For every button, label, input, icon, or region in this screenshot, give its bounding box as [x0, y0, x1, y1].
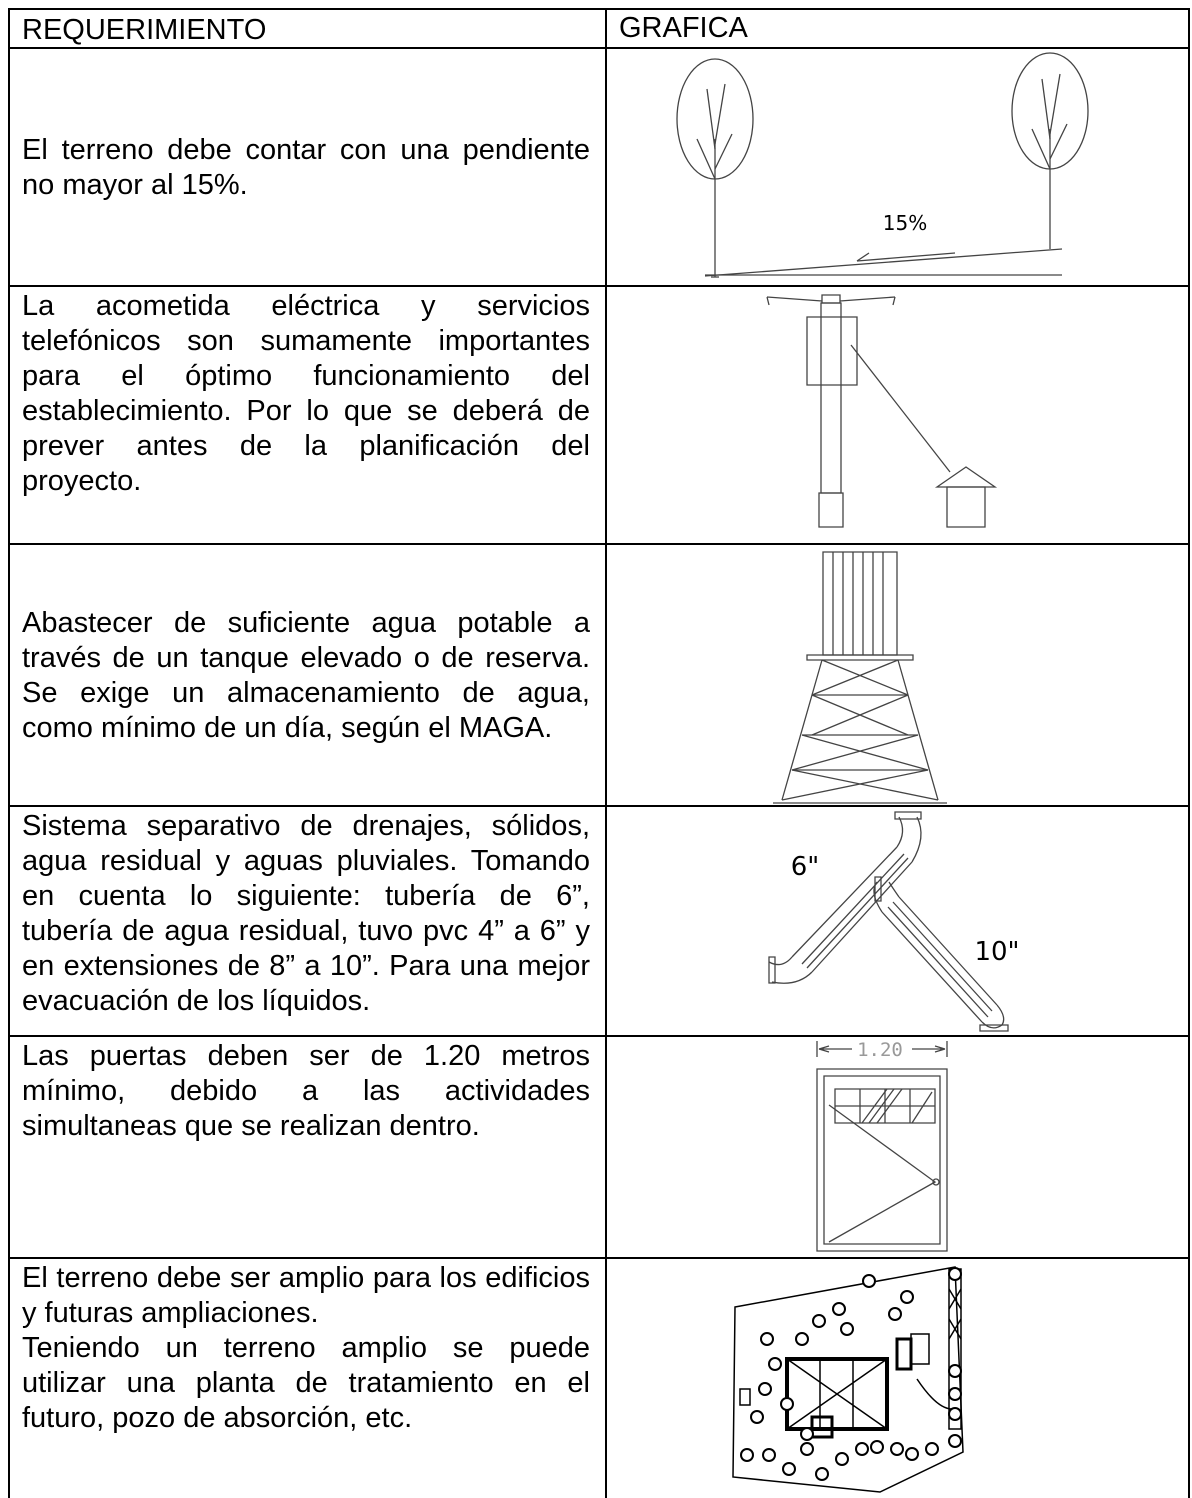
door-width-label: 1.20 [857, 1039, 903, 1061]
paragraph: La acometida eléctrica y servicios telef… [22, 290, 590, 497]
paragraph: Sistema separativo de drenajes, sólidos,… [22, 810, 590, 1017]
row: El terreno debe contar con una pendiente… [10, 47, 1188, 285]
paragraph: Teniendo un terreno amplio se puede util… [22, 1332, 590, 1434]
site-trees [741, 1268, 961, 1480]
text-cell: Sistema separativo de drenajes, sólidos,… [10, 807, 607, 1035]
graphic-cell [607, 287, 1188, 543]
header-row: REQUERIMIENTO GRAFICA [10, 8, 1188, 47]
row: Sistema separativo de drenajes, sólidos,… [10, 805, 1188, 1035]
slope-drawing: 15% [607, 49, 1187, 285]
paragraph: El terreno debe contar con una pendiente… [22, 134, 590, 201]
header-cell: REQUERIMIENTO [10, 10, 607, 47]
pipes-drawing: 6" 10" [607, 807, 1020, 1035]
row: El terreno debe ser amplio para los edif… [10, 1257, 1188, 1498]
requirements-table: REQUERIMIENTO GRAFICA El terreno debe co… [8, 8, 1190, 1498]
site-plan-drawing [607, 1259, 1187, 1498]
text-cell: El terreno debe contar con una pendiente… [10, 49, 607, 285]
paragraph: Las puertas deben ser de 1.20 metros mín… [22, 1040, 590, 1142]
door-drawing: 1.20 [607, 1039, 1187, 1257]
pipe-label: 6" [791, 852, 820, 882]
graphic-cell: 15% [607, 49, 1188, 285]
paragraph: El terreno debe ser amplio para los edif… [22, 1262, 590, 1329]
text-cell: La acometida eléctrica y servicios telef… [10, 287, 607, 543]
text-cell: El terreno debe ser amplio para los edif… [10, 1259, 607, 1498]
paragraph: Abastecer de suficiente agua potable a t… [22, 607, 590, 744]
text-cell: Las puertas deben ser de 1.20 metros mín… [10, 1037, 607, 1257]
pipe-label: 10" [974, 937, 1019, 967]
graphic-cell: 1.20 [607, 1037, 1188, 1257]
graphic-cell [607, 1259, 1188, 1498]
row: Abastecer de suficiente agua potable a t… [10, 543, 1188, 805]
graphic-cell: 6" 10" [607, 807, 1188, 1035]
tank-drawing [607, 545, 1187, 805]
row: La acometida eléctrica y servicios telef… [10, 285, 1188, 543]
text-cell: Abastecer de suficiente agua potable a t… [10, 545, 607, 805]
slope-label: 15% [883, 211, 927, 235]
graphic-cell [607, 545, 1188, 805]
header-cell: GRAFICA [619, 12, 748, 44]
pole-drawing [607, 287, 1187, 543]
row: Las puertas deben ser de 1.20 metros mín… [10, 1035, 1188, 1257]
